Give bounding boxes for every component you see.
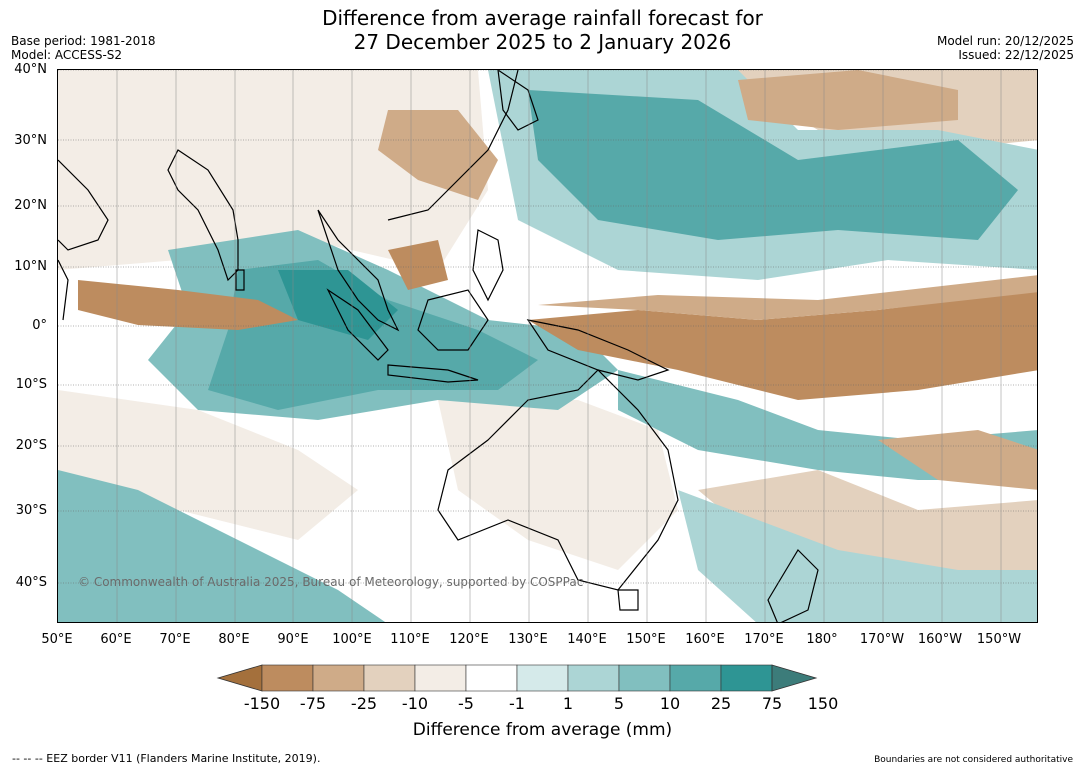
africa-coast <box>58 259 69 321</box>
colorbar-tick-label: -1 <box>509 694 525 713</box>
rainfall-map <box>58 70 1037 622</box>
lon-label: 60°E <box>100 632 132 647</box>
dry-region-australia <box>438 400 678 570</box>
arabia-coast <box>58 159 109 251</box>
lon-label: 150°E <box>626 632 666 647</box>
colorbar-tick-label: -10 <box>401 694 429 713</box>
lat-label: 10°S <box>15 377 47 392</box>
tasmania-coast <box>617 589 639 611</box>
china-coast <box>387 70 519 221</box>
eez-note: -- -- -- EEZ border V11 (Flanders Marine… <box>12 752 321 765</box>
lon-label: 180° <box>806 632 838 647</box>
wet-band-northwest-pacific-core <box>528 90 1018 240</box>
colorbar-segment <box>312 664 365 692</box>
colorbar-tick-label: -5 <box>458 694 474 713</box>
colorbar <box>216 664 818 692</box>
lon-label: 70°E <box>159 632 191 647</box>
wet-band-tasman <box>678 490 1037 622</box>
philippines-coast <box>472 229 504 302</box>
sri-lanka-coast <box>235 269 245 291</box>
lat-label: 10°N <box>14 259 47 274</box>
australia-coast <box>437 369 679 591</box>
lat-label: 30°S <box>15 503 47 518</box>
lon-label: 120°E <box>449 632 489 647</box>
dry-band-equatorial-pacific-light <box>538 275 1037 320</box>
dry-band-east-pacific-south <box>878 430 1037 490</box>
colorbar-segment <box>516 664 569 692</box>
lon-label: 110°E <box>390 632 430 647</box>
lat-label: 40°N <box>14 62 47 77</box>
wet-band-south-indian-diagonal <box>58 470 386 622</box>
meridians <box>116 70 1002 622</box>
lon-label: 170°W <box>859 632 905 647</box>
map-title-line2: 27 December 2025 to 2 January 2026 <box>353 30 732 54</box>
colorbar-segment <box>720 664 773 692</box>
dry-band-north-pacific <box>738 70 958 130</box>
colorbar-tick-label: -150 <box>243 694 281 713</box>
lon-label: 90°E <box>277 632 309 647</box>
japan-coast <box>497 70 539 131</box>
new-zealand-coast <box>767 549 819 622</box>
colorbar-segment <box>363 664 416 692</box>
lon-label: 170°E <box>744 632 784 647</box>
boundary-disclaimer: Boundaries are not considered authoritat… <box>874 755 1073 765</box>
dry-band-equatorial-pacific <box>528 290 1037 400</box>
new-guinea-coast <box>526 319 670 381</box>
dry-region-northwest <box>58 70 488 270</box>
colorbar-tick-label: 75 <box>761 694 783 713</box>
lat-label: 0° <box>32 318 47 333</box>
colorbar-tick-label: 150 <box>807 694 839 713</box>
colorbar-segment <box>465 664 518 692</box>
dry-region-south-indian <box>58 390 358 540</box>
issued-date: Issued: 22/12/2025 <box>958 48 1074 62</box>
lon-label: 160°W <box>917 632 963 647</box>
lat-label: 20°S <box>15 438 47 453</box>
java-coast <box>387 364 479 383</box>
colorbar-segment <box>261 664 314 692</box>
base-period: Base period: 1981-2018 <box>11 34 156 48</box>
model-run: Model run: 20/12/2025 <box>936 34 1074 48</box>
colorbar-extend-high <box>771 664 818 692</box>
gridlines <box>58 70 1037 584</box>
colorbar-segment <box>567 664 620 692</box>
dry-band-arabian-sea <box>78 280 298 330</box>
model-name: Model: ACCESS-S2 <box>11 48 123 62</box>
dry-band-china <box>378 110 498 200</box>
colorbar-tick-label: 1 <box>562 694 574 713</box>
lat-label: 30°N <box>14 133 47 148</box>
copyright-notice: © Commonwealth of Australia 2025, Bureau… <box>78 575 584 589</box>
lon-label: 140°E <box>567 632 607 647</box>
india-coast <box>167 149 239 282</box>
lon-label: 80°E <box>218 632 250 647</box>
lat-label: 40°S <box>15 575 47 590</box>
coastlines <box>58 70 819 622</box>
lon-label: 160°E <box>685 632 725 647</box>
sumatra-coast <box>326 288 389 361</box>
colorbar-segment <box>618 664 671 692</box>
colorbar-extend-low <box>216 664 263 692</box>
southeast-asia-coast <box>317 209 400 332</box>
map-panel: © Commonwealth of Australia 2025, Bureau… <box>57 69 1038 623</box>
lat-label: 20°N <box>14 198 47 213</box>
colorbar-tick-label: -25 <box>350 694 378 713</box>
lon-label: 130°E <box>508 632 548 647</box>
colorbar-title: Difference from average (mm) <box>412 720 673 740</box>
colorbar-segment <box>669 664 722 692</box>
borneo-coast <box>417 289 489 351</box>
lon-label: 100°E <box>332 632 372 647</box>
colorbar-tick-label: 10 <box>659 694 681 713</box>
colorbar-tick-label: 5 <box>613 694 625 713</box>
lon-label: 50°E <box>41 632 73 647</box>
colorbar-tick-label: 25 <box>710 694 732 713</box>
map-title-line1: Difference from average rainfall forecas… <box>322 6 763 30</box>
lon-label: 150°W <box>976 632 1022 647</box>
colorbar-tick-label: -75 <box>299 694 327 713</box>
dry-band-indochina <box>388 240 448 290</box>
colorbar-segment <box>414 664 467 692</box>
